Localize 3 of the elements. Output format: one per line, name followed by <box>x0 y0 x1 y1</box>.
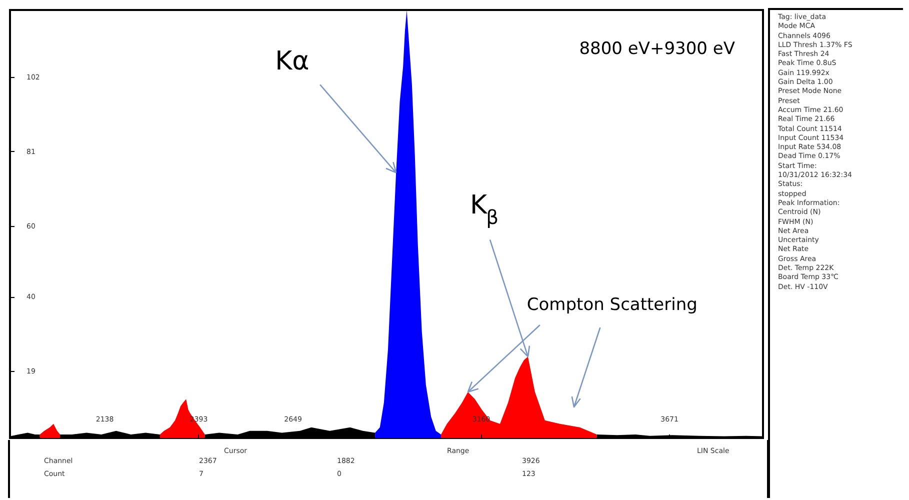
annotation: Kα <box>275 46 310 77</box>
annotation: Compton Scattering <box>526 295 698 316</box>
text: 8800 eV+9300 eV <box>579 39 736 59</box>
